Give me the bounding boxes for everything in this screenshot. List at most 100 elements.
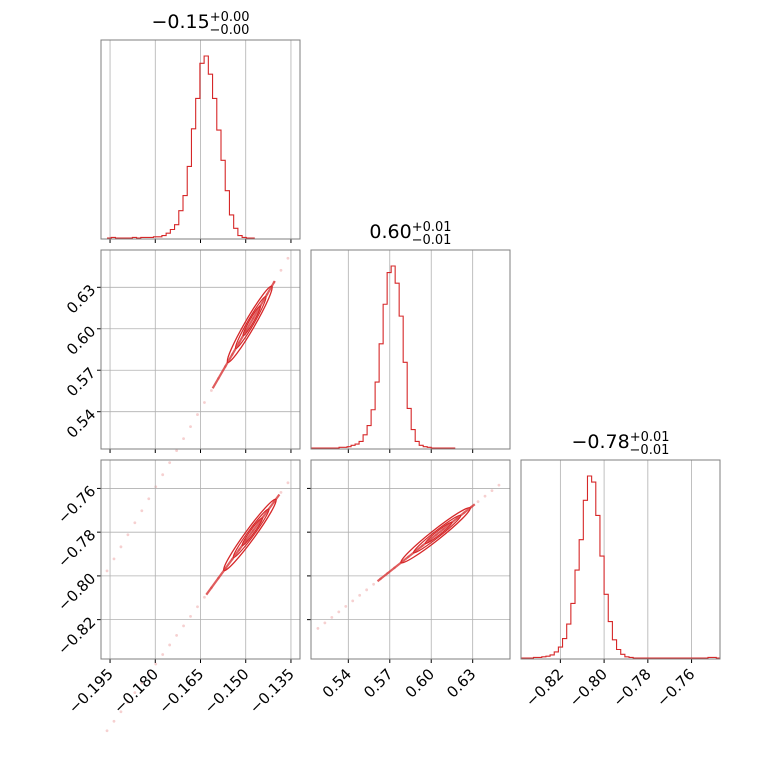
x-tick-label: −0.80 — [566, 665, 611, 710]
sample-point — [497, 483, 501, 487]
sample-point — [168, 461, 172, 465]
x-tick-label: −0.195 — [65, 665, 117, 717]
contour-mid — [234, 295, 267, 350]
histogram-1 — [311, 265, 456, 449]
contour-group — [205, 493, 281, 596]
y-tick-label: −0.78 — [54, 526, 99, 571]
x-tick-label: 0.60 — [402, 665, 438, 701]
sample-point — [175, 634, 179, 637]
sample-point — [133, 521, 137, 525]
sample-point — [182, 437, 185, 441]
sample-point — [344, 604, 348, 608]
x-tick-label: 0.54 — [319, 665, 355, 701]
sample-point — [154, 662, 158, 666]
histogram-0 — [107, 55, 255, 239]
sample-point — [189, 614, 192, 618]
density-ridge — [205, 493, 281, 596]
panel-1-1: 0.60+0.01 −0.01 — [310, 220, 511, 453]
sample-point — [196, 413, 199, 416]
contour-group — [211, 280, 276, 389]
sample-point — [286, 481, 290, 485]
y-tick-label: −0.76 — [54, 482, 99, 527]
sample-point — [203, 401, 206, 404]
sample-point — [140, 509, 144, 513]
y-tick-label: 0.63 — [63, 281, 99, 317]
sample-point — [279, 268, 283, 272]
panel-frame — [100, 249, 301, 450]
sample-point — [351, 599, 355, 603]
sample-point — [316, 626, 320, 630]
panel-frame — [100, 459, 301, 660]
sample-point — [147, 497, 151, 501]
panel-2-1 — [307, 459, 511, 663]
sample-point — [279, 490, 283, 494]
x-tick-label: −0.135 — [246, 665, 298, 717]
sample-point — [476, 500, 480, 504]
sample-point — [365, 588, 369, 592]
sample-point — [168, 643, 172, 647]
sample-point — [112, 719, 116, 723]
sample-point — [133, 691, 137, 695]
sample-point — [119, 545, 123, 549]
sample-point — [323, 621, 327, 625]
panel-title-2: −0.78+0.01 −0.01 — [571, 430, 669, 458]
sample-point — [337, 610, 341, 614]
sample-point — [140, 681, 144, 685]
contour-group — [376, 503, 476, 583]
x-tick-label: 0.63 — [443, 665, 479, 701]
sample-point — [105, 729, 109, 733]
y-tick-label: −0.80 — [54, 570, 99, 615]
sample-point — [119, 710, 123, 714]
y-tick-label: 0.60 — [63, 322, 99, 358]
contour-outer — [400, 507, 471, 564]
sample-point — [490, 489, 494, 493]
panel-1-0 — [97, 249, 301, 573]
panel-title-1: 0.60+0.01 −0.01 — [369, 220, 451, 248]
x-tick-label: −0.76 — [653, 665, 698, 710]
panel-frame — [310, 249, 511, 450]
sample-point — [330, 615, 334, 619]
sample-point — [161, 653, 165, 656]
sample-point — [203, 595, 206, 599]
sample-point — [175, 449, 179, 453]
sample-point — [126, 533, 130, 537]
density-ridge — [376, 503, 476, 583]
sample-point — [196, 605, 199, 609]
histogram-2 — [521, 475, 721, 659]
contour-mid — [412, 514, 462, 554]
y-tick-label: −0.82 — [54, 613, 99, 658]
x-tick-label: −0.82 — [522, 665, 567, 710]
sample-point — [182, 624, 185, 628]
panel-2-0 — [97, 459, 301, 733]
panel-title-0: −0.15+0.00 −0.00 — [151, 10, 249, 38]
panel-frame — [310, 459, 511, 660]
sample-point — [161, 473, 165, 477]
panel-frame — [100, 39, 301, 240]
contour-inner — [241, 517, 263, 547]
x-tick-label: −0.150 — [201, 665, 253, 717]
sample-point — [189, 425, 192, 428]
panel-2-2: −0.78+0.01 −0.01 — [520, 430, 721, 663]
y-tick-label: 0.57 — [63, 364, 99, 400]
x-tick-label: −0.78 — [609, 665, 654, 710]
panel-frame — [520, 459, 721, 660]
density-ridge — [211, 280, 276, 389]
sample-point — [372, 582, 376, 586]
sample-point — [286, 256, 290, 260]
x-tick-label: −0.165 — [155, 665, 207, 717]
x-tick-label: 0.57 — [360, 665, 396, 701]
sample-point — [112, 557, 116, 561]
sample-point — [210, 389, 213, 392]
panel-0-0: −0.15+0.00 −0.00 — [100, 10, 301, 243]
sample-point — [126, 700, 130, 704]
contour-outer — [226, 285, 273, 364]
contour-outer — [223, 498, 277, 572]
contour-inner — [242, 305, 261, 337]
contour-mid — [232, 508, 270, 559]
x-tick-label: −0.180 — [110, 665, 162, 717]
sample-point — [483, 494, 487, 498]
sample-point — [105, 569, 109, 573]
y-tick-label: 0.54 — [63, 405, 99, 441]
sample-point — [147, 672, 151, 675]
